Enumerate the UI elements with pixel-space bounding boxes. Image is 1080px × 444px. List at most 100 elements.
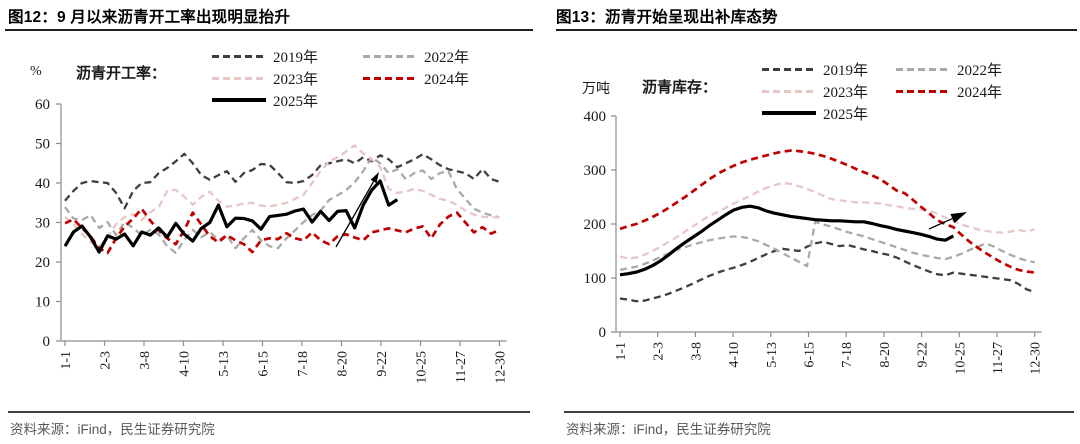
x-tick-label: 1-1: [614, 342, 629, 361]
series-line-2024年: [619, 149, 1035, 274]
x-tick-label: 4-10: [727, 342, 742, 368]
x-tick-label: 9-22: [916, 342, 931, 368]
legend-label: 2024年: [957, 84, 1003, 101]
legend-label: 2022年: [424, 49, 470, 66]
x-tick-label: 5-13: [765, 342, 780, 368]
y-axis-unit-label: 万吨: [582, 82, 610, 97]
x-tick-label: 12-30: [1029, 342, 1044, 375]
y-tick-label: 20: [35, 255, 50, 271]
legend-swatch: [212, 76, 266, 80]
legend-swatch: [762, 111, 816, 115]
legend-item: 2023年: [212, 67, 318, 89]
series-line-2022年: [64, 156, 500, 255]
title-underline: [5, 29, 533, 31]
x-tick-label: 3-8: [138, 351, 153, 370]
legend-label: 2022年: [957, 62, 1003, 79]
series-line-2019年: [64, 152, 500, 210]
legend-item: 2019年: [212, 45, 318, 67]
legend-item: 2019年: [762, 58, 868, 80]
legend-swatch: [762, 67, 816, 71]
figure-12-title: 图12：9 月以来沥青开工率出现明显抬升: [8, 9, 291, 26]
y-tick-label: 50: [35, 137, 50, 153]
legend-item: 2025年: [762, 102, 868, 124]
trend-arrow-head: [950, 212, 967, 224]
legend-swatch: [762, 89, 816, 93]
legend-swatch: [363, 76, 417, 80]
legend-column-2: 2022年 2024年: [896, 58, 1002, 102]
legend-item: 2024年: [896, 80, 1002, 102]
series-name-label: 沥青开工率：: [76, 66, 167, 82]
legend-label: 2025年: [823, 106, 869, 123]
figure-13-panel: 图13：沥青开始呈现出补库态势 万吨 沥青库存： 2019年 2023年 2025年…: [540, 0, 1080, 444]
legend-label: 2024年: [424, 71, 470, 88]
x-tick-label: 2-3: [99, 351, 114, 370]
y-tick-label: 200: [584, 217, 607, 233]
y-tick-label: 40: [35, 176, 50, 192]
legend-item: 2022年: [363, 45, 469, 67]
x-tick-label: 6-15: [803, 342, 818, 368]
x-tick-label: 1-1: [59, 351, 74, 370]
x-tick-label: 8-20: [878, 342, 893, 368]
x-tick-label: 9-22: [375, 351, 390, 377]
x-tick-label: 12-30: [494, 351, 509, 384]
x-tick-label: 3-8: [689, 342, 704, 361]
figure-12-panel: 图12：9 月以来沥青开工率出现明显抬升 % 沥青开工率： 2019年 2023年…: [5, 9, 533, 437]
legend-column-1: 2019年 2023年 2025年: [212, 45, 318, 111]
y-tick-label: 0: [599, 325, 607, 341]
legend-column-1: 2019年 2023年 2025年: [762, 58, 868, 124]
trend-arrow-shaft: [928, 217, 953, 230]
x-tick-label: 10-25: [415, 351, 430, 384]
legend-item: 2023年: [762, 80, 868, 102]
x-tick-label: 11-27: [991, 342, 1006, 374]
inventory-chart: 400 300 200 100 0 1-1 2-3 3-8 4-10 5-13 6-15 7-18 8-…: [584, 109, 1044, 375]
source-text: 资料来源：iFind，民生证券研究院: [10, 422, 215, 437]
y-tick-label: 60: [35, 97, 50, 113]
legend-swatch: [896, 67, 950, 71]
y-tick-label: 100: [584, 271, 607, 287]
series-line-2025年: [63, 179, 399, 254]
x-tick-label: 4-10: [178, 351, 193, 377]
legend-swatch: [212, 98, 266, 102]
legend-item: 2024年: [363, 67, 469, 89]
legend-item: 2025年: [212, 89, 318, 111]
source-divider: [8, 411, 530, 413]
legend-swatch: [896, 89, 950, 93]
legend-column-2: 2022年 2024年: [363, 45, 469, 89]
x-tick-label: 7-18: [840, 342, 855, 368]
x-tick-label: 10-25: [953, 342, 968, 375]
series-line-2024年: [64, 207, 501, 255]
y-axis-unit-label: %: [30, 64, 42, 79]
title-underline: [556, 29, 1077, 31]
source-divider: [564, 411, 1074, 413]
y-tick-label: 300: [584, 163, 607, 179]
legend-label: 2019年: [823, 62, 869, 79]
y-tick-label: 0: [43, 334, 51, 350]
series-name-label: 沥青库存：: [642, 80, 718, 96]
x-tick-label: 11-27: [454, 351, 469, 383]
y-tick-label: 30: [35, 216, 50, 232]
trend-arrow-shaft: [335, 181, 375, 248]
operating-rate-chart: 60 50 40 30 20 10 0 1-1 2-3 3-8 4-10 5-13 6-15 7-18 8-…: [35, 97, 509, 384]
legend-swatch: [363, 54, 417, 58]
series-line-2022年: [619, 220, 1035, 272]
legend-item: 2022年: [896, 58, 1002, 80]
series-line-2023年: [619, 181, 1036, 260]
y-tick-label: 10: [35, 295, 50, 311]
legend-label: 2023年: [273, 71, 319, 88]
source-text: 资料来源：iFind，民生证券研究院: [566, 422, 771, 437]
trend-arrow-head: [370, 172, 379, 184]
legend-label: 2023年: [823, 84, 869, 101]
series-line-2025年: [619, 204, 955, 277]
x-tick-label: 2-3: [652, 342, 667, 361]
legend-label: 2019年: [273, 49, 319, 66]
legend-swatch: [212, 54, 266, 58]
y-tick-label: 400: [584, 109, 607, 125]
x-tick-label: 8-20: [336, 351, 351, 377]
x-tick-label: 7-18: [296, 351, 311, 377]
series-line-2023年: [64, 144, 500, 249]
legend-label: 2025年: [273, 93, 319, 110]
x-tick-label: 5-13: [217, 351, 232, 377]
series-line-2019年: [619, 240, 1036, 303]
figure-13-title: 图13：沥青开始呈现出补库态势: [556, 9, 778, 26]
